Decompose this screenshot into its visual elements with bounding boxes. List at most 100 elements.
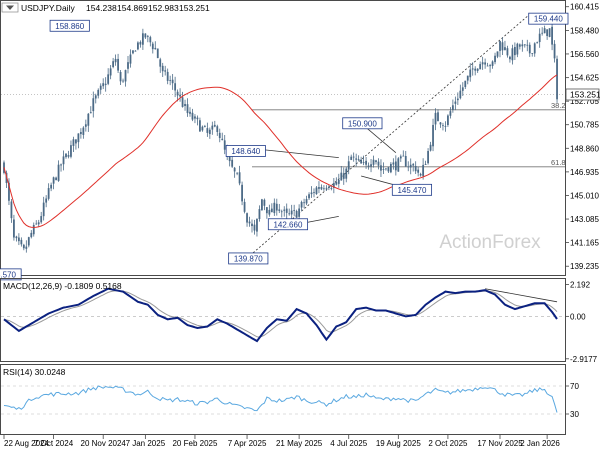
candle-body: [469, 69, 472, 78]
candle-body: [407, 166, 410, 168]
candle-body: [251, 223, 253, 227]
candle-body: [330, 188, 333, 189]
candle-body: [218, 132, 221, 138]
candle-body: [57, 164, 60, 181]
candle-body: [273, 202, 276, 214]
candle-body: [107, 74, 110, 84]
candle-body: [246, 213, 248, 223]
candle-body: [196, 117, 199, 120]
candle-body: [179, 94, 181, 97]
candle-body: [414, 165, 417, 172]
candle-body: [45, 198, 48, 203]
candle-body: [439, 122, 442, 125]
x-tick-label: 22 Aug 2024: [4, 439, 49, 448]
price-annotation-label: 145.470: [397, 186, 426, 195]
x-tick-label: 7 Jan 2025: [126, 439, 166, 448]
price-tick-label: 141.165: [570, 239, 599, 248]
candle-body: [511, 48, 514, 61]
candle-body: [37, 222, 40, 225]
price-tick-label: 139.235: [570, 262, 599, 271]
candle-body: [298, 208, 301, 217]
candle-body: [531, 53, 534, 54]
candle-body: [310, 192, 313, 195]
candle-body: [243, 201, 246, 212]
price-tick-label: 143.085: [570, 215, 599, 224]
candle-body: [382, 169, 385, 170]
candle-body: [387, 167, 390, 172]
candle-body: [432, 124, 434, 147]
fibonacci-labels: 61.8 38.2: [551, 101, 566, 167]
candle-body: [89, 112, 92, 114]
x-tick-label: 17 Nov 2025: [477, 439, 523, 448]
candle-body: [258, 209, 261, 220]
price-tick-label: 145.010: [570, 191, 599, 200]
candle-body: [87, 113, 90, 126]
candle-body: [223, 140, 226, 150]
candle-body: [169, 80, 172, 81]
candle-body: [47, 188, 50, 199]
candle-body: [474, 68, 477, 71]
price-annotation-label: 142.660: [273, 220, 302, 229]
candle-body: [102, 83, 105, 87]
candle-body: [556, 58, 558, 100]
close-value: 153.251: [179, 3, 210, 13]
candle-body: [454, 101, 457, 104]
open-value: 154.238: [86, 3, 117, 13]
candle-body: [437, 112, 439, 122]
candle-body: [494, 55, 496, 63]
price-annotation-label: 139.870: [234, 254, 263, 263]
candle-body: [342, 173, 345, 179]
candle-body: [275, 203, 278, 211]
x-tick-label: 21 May 2025: [276, 439, 323, 448]
candle-body: [17, 237, 20, 242]
candle-body: [13, 219, 15, 238]
candle-body: [40, 216, 43, 223]
x-tick-label: 7 Oct 2024: [34, 439, 74, 448]
candle-body: [174, 83, 177, 91]
candle-body: [146, 35, 149, 37]
candle-body: [191, 112, 194, 120]
candle-body: [283, 209, 286, 211]
candle-body: [422, 164, 425, 176]
rsi-pane: [0, 364, 566, 435]
candle-body: [20, 239, 23, 245]
candle-body: [139, 41, 142, 45]
low-value: 152.983: [148, 3, 179, 13]
price-annotation-box: [0, 268, 22, 281]
candle-body: [92, 98, 95, 112]
candle-body: [208, 129, 211, 135]
candle-body: [402, 155, 405, 157]
candle-body: [55, 177, 57, 181]
candle-body: [360, 159, 363, 164]
candle-body: [300, 201, 303, 208]
candle-body: [154, 47, 157, 50]
candle-body: [280, 211, 283, 213]
price-tick-label: 152.705: [570, 97, 599, 106]
candle-body: [513, 46, 516, 56]
candle-body: [546, 29, 549, 37]
current-price-label: 153.251: [570, 89, 600, 99]
candle-body: [335, 181, 338, 185]
candle-body: [318, 187, 320, 189]
candle-body: [194, 116, 196, 119]
candle-body: [442, 125, 444, 127]
candle-body: [203, 126, 206, 127]
candle-body: [313, 192, 315, 194]
candle-body: [285, 208, 288, 213]
price-annotation-box: [528, 12, 569, 25]
x-tick-label: 2 Jan 2026: [520, 439, 560, 448]
candle-body: [263, 199, 266, 206]
price-annotation-box: [391, 183, 433, 196]
candle-body: [216, 126, 219, 132]
candle-body: [35, 223, 38, 225]
candle-body: [528, 44, 531, 54]
candle-body: [211, 125, 214, 130]
candle-body: [370, 164, 372, 167]
candle-body: [489, 65, 491, 67]
candle-body: [350, 156, 353, 160]
candle-body: [417, 169, 420, 173]
candle-body: [553, 43, 556, 59]
price-tick-label: 154.625: [570, 74, 599, 83]
